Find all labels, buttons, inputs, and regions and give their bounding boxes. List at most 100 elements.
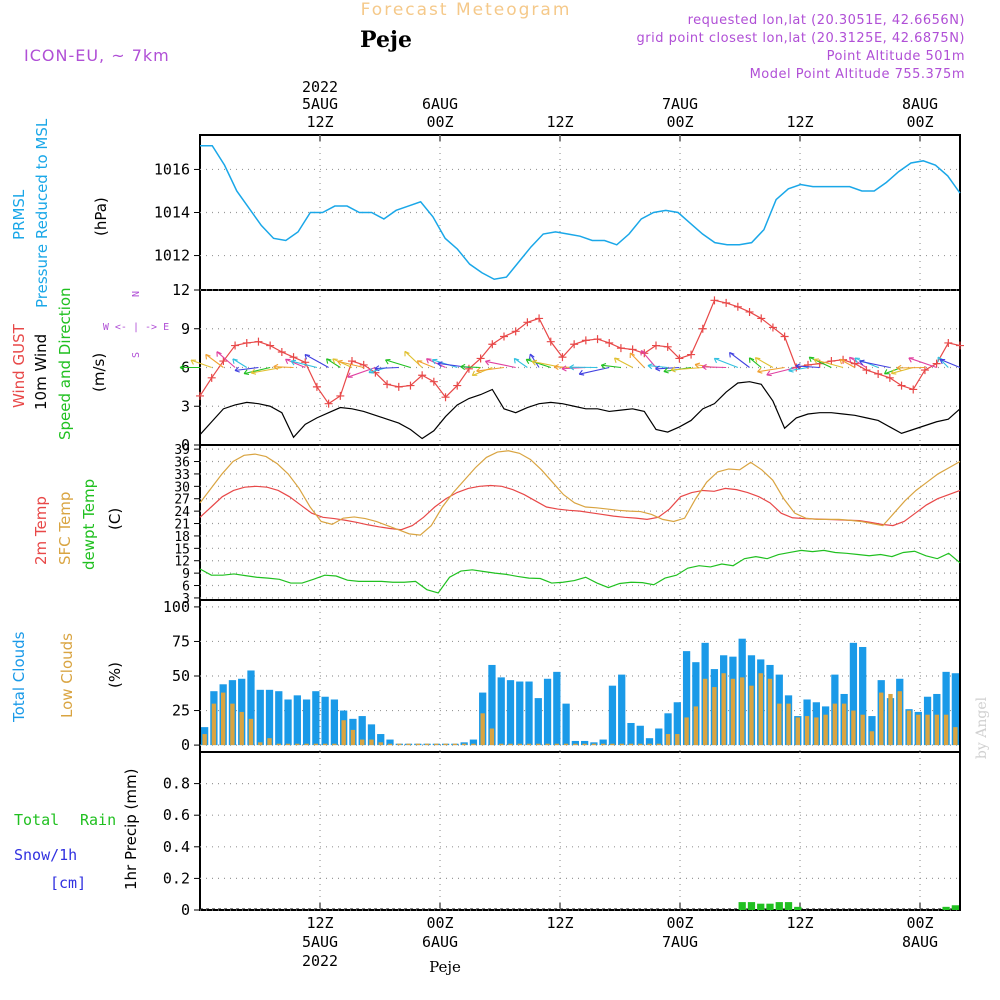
low-clouds-bar bbox=[795, 717, 800, 746]
y-tick-label: 30 bbox=[174, 480, 190, 495]
wind-arrow-head bbox=[243, 369, 250, 376]
wind-arrow-head bbox=[205, 353, 211, 360]
ms-unit: (m/s) bbox=[90, 353, 108, 392]
low-clouds-bar bbox=[536, 743, 541, 746]
wind-arrow-head bbox=[304, 353, 311, 360]
gust-marker bbox=[652, 341, 660, 350]
low-clouds-bar bbox=[943, 714, 949, 746]
wind-arrow-head bbox=[729, 351, 735, 358]
y-tick-label: 39 bbox=[174, 443, 190, 458]
bottom-axis-label: 00Z bbox=[666, 914, 693, 932]
y-tick-label: 18 bbox=[174, 530, 190, 545]
wind-direction-arrow bbox=[326, 358, 341, 368]
legend-rain: Rain bbox=[80, 811, 116, 829]
wind-arrow-head bbox=[766, 370, 772, 377]
wind-arrow-head bbox=[859, 359, 865, 366]
wind-direction-arrow bbox=[337, 360, 364, 369]
wind-speed-line bbox=[199, 381, 961, 440]
compass-rose: N W <- | -> E S bbox=[103, 291, 169, 358]
low-clouds-bar bbox=[378, 742, 383, 746]
wind-arrow-head bbox=[939, 358, 946, 365]
low-clouds-bar bbox=[888, 693, 893, 746]
total-clouds-bar bbox=[942, 671, 950, 746]
wind-direction-arrow bbox=[243, 366, 271, 375]
panel-frame bbox=[199, 444, 961, 601]
low-clouds-bar bbox=[841, 703, 847, 746]
wind-arrow-head bbox=[569, 364, 575, 371]
gust-marker bbox=[266, 341, 275, 350]
low-clouds-bar bbox=[248, 718, 254, 746]
gust-marker bbox=[464, 364, 473, 373]
low-clouds-bar bbox=[628, 743, 634, 746]
gust-marker bbox=[500, 332, 508, 341]
wind-arrow-head bbox=[347, 372, 353, 378]
y-tick-label: 27 bbox=[174, 493, 190, 508]
low-clouds-bar bbox=[860, 714, 865, 746]
bottom-axis-label: 12Z bbox=[306, 914, 333, 932]
compass-north: N bbox=[131, 291, 142, 297]
low-clouds-bar bbox=[823, 714, 828, 746]
low-clouds-bar bbox=[721, 673, 726, 746]
rain-bar bbox=[747, 902, 756, 910]
wind-arrow-head bbox=[854, 357, 860, 363]
low-clouds-bar bbox=[767, 678, 773, 746]
wind-arrow-head bbox=[528, 353, 535, 360]
wind-arrow-head bbox=[179, 364, 185, 371]
low-clouds-bar bbox=[712, 687, 717, 746]
top-axis-label: 5AUG bbox=[302, 95, 338, 113]
wind-arrow-head bbox=[896, 364, 902, 371]
top-axis-label: 00Z bbox=[426, 113, 453, 131]
wind-arrow-head bbox=[613, 357, 620, 363]
clouds-panel: Total Clouds Low Clouds (%) 0 25 50 75 100 bbox=[10, 598, 961, 754]
gust-marker bbox=[874, 369, 883, 378]
total-clouds-bar bbox=[525, 681, 533, 746]
total-clouds-bar bbox=[543, 678, 552, 746]
low-clouds-bar bbox=[220, 692, 226, 746]
total-clouds-bar bbox=[284, 699, 292, 746]
wind-direction-arrow bbox=[304, 354, 329, 368]
bottom-axis-label: 6AUG bbox=[422, 933, 458, 951]
gust-marker bbox=[675, 354, 684, 363]
low-clouds-bar bbox=[953, 727, 958, 746]
wind-arrow-head bbox=[757, 367, 763, 374]
low-clouds-bar bbox=[313, 743, 319, 746]
y-tick-label: 3 bbox=[181, 397, 190, 415]
wind-direction-arrow bbox=[614, 357, 633, 368]
bottom-axis-label: 12Z bbox=[786, 914, 813, 932]
low-clouds-bar bbox=[406, 743, 411, 746]
gust-marker bbox=[312, 382, 321, 391]
wind-arrow-head bbox=[525, 358, 532, 365]
y-tick-label: 0 bbox=[181, 436, 190, 454]
point-altitude: Point Altitude 501m bbox=[827, 49, 965, 64]
low-clouds-bar bbox=[600, 743, 606, 746]
wind-direction-arrow bbox=[601, 364, 621, 369]
y-tick-label: 100 bbox=[163, 598, 190, 616]
top-axis-label: 12Z bbox=[306, 113, 333, 131]
low-clouds-bar bbox=[397, 743, 402, 746]
low-clouds-bar bbox=[730, 678, 736, 746]
gust-marker bbox=[383, 380, 392, 389]
total-clouds-bar bbox=[312, 691, 320, 746]
low-clouds-bar bbox=[619, 743, 624, 746]
low-clouds-bar bbox=[814, 717, 819, 746]
gust-marker bbox=[687, 350, 696, 359]
gust-marker bbox=[511, 327, 520, 336]
low-clouds-bar bbox=[675, 734, 680, 746]
tsfc-label: SFC Temp bbox=[56, 492, 74, 565]
wind-arrow-head bbox=[647, 363, 653, 370]
wind-arrow-head bbox=[561, 365, 567, 372]
total-clouds-bar bbox=[682, 651, 691, 746]
legend-cm: [cm] bbox=[50, 874, 86, 892]
low-clouds-bar bbox=[545, 743, 550, 746]
requested-coords: requested lon,lat (20.3051E, 42.6656N) bbox=[688, 13, 965, 28]
low-clouds-bar bbox=[434, 743, 439, 746]
wind-arrow-head bbox=[670, 366, 676, 373]
low-clouds-bar bbox=[610, 743, 615, 746]
precip-unit: 1hr Precip (mm) bbox=[122, 769, 140, 890]
total-clouds-bar bbox=[562, 703, 570, 746]
celsius-unit: (C) bbox=[106, 508, 124, 530]
y-tick-label: 1016 bbox=[154, 160, 190, 178]
wind-direction-arrow bbox=[374, 366, 399, 370]
location-title: Peje bbox=[360, 27, 412, 53]
